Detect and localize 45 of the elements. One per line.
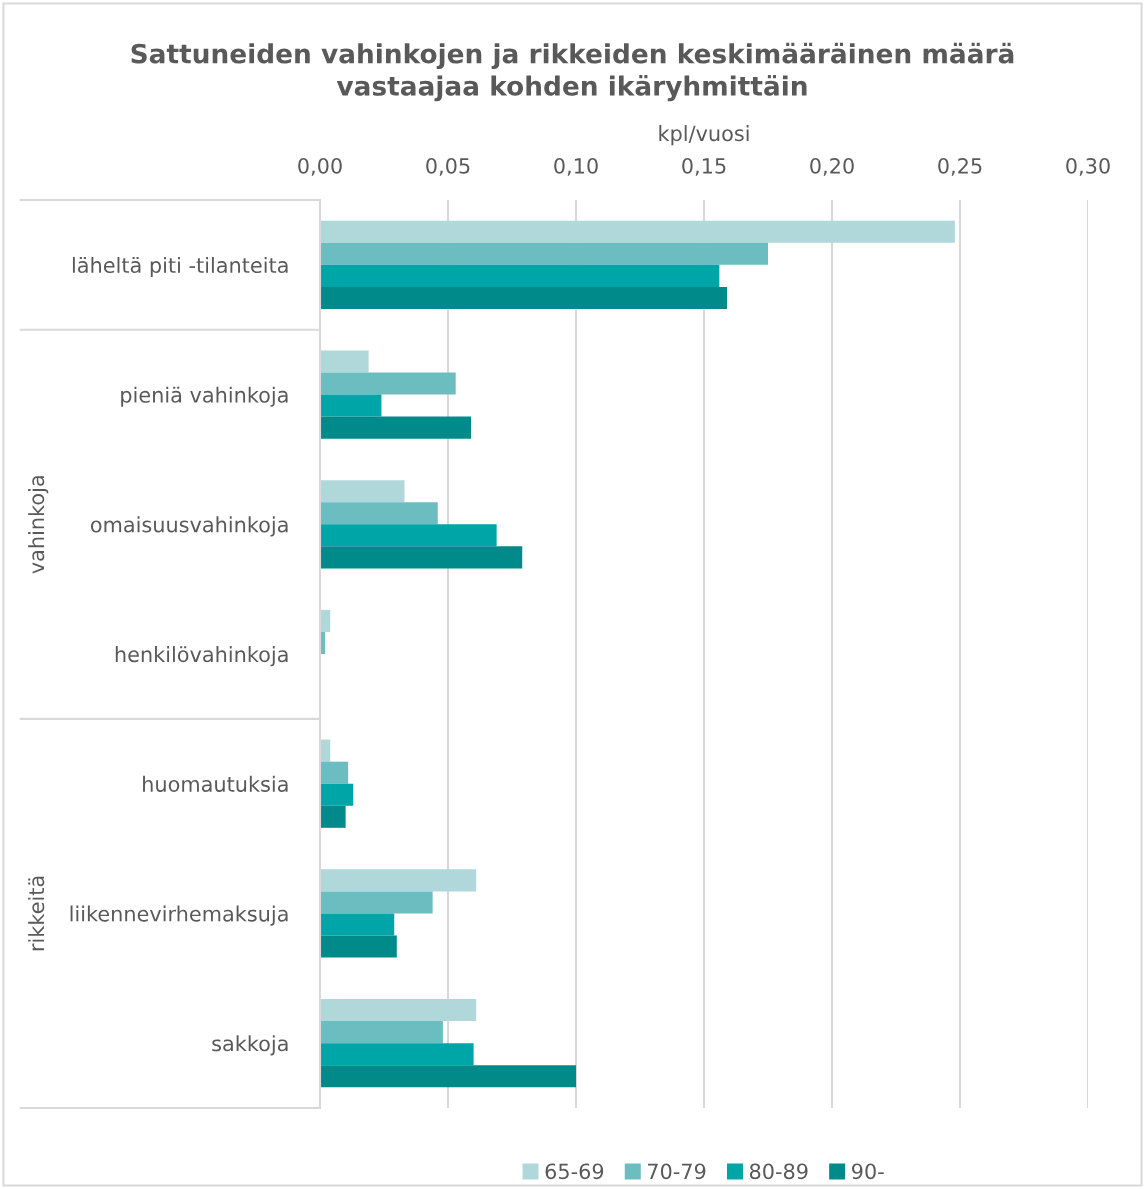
x-tick-label: 0,30 (1066, 157, 1110, 176)
y-tick-label: läheltä piti -tilanteita (72, 256, 288, 278)
x-tick-label: 0,00 (298, 157, 342, 176)
bar (320, 220, 955, 243)
bar (320, 783, 354, 806)
x-tick-label: 0,25 (938, 157, 982, 176)
bar (320, 242, 768, 265)
bar (320, 350, 369, 373)
text: rikkeitä (28, 876, 45, 951)
bar (320, 913, 395, 936)
bar (320, 1043, 474, 1066)
bar (320, 935, 397, 958)
bar (320, 480, 405, 503)
x-axis-title: kpl/vuosi (659, 125, 749, 146)
bar (320, 394, 382, 417)
bar (320, 1021, 443, 1044)
bar (320, 805, 346, 828)
y-tick-label: liikennevirhemaksuja (70, 905, 288, 926)
legend-label: 70-79 (648, 1163, 706, 1180)
bar (320, 761, 349, 784)
legend-label: 80-89 (749, 1163, 808, 1180)
y-tick-label: henkilövahinkoja (115, 646, 288, 667)
bar (320, 286, 728, 309)
legend-label: 65-69 (545, 1163, 604, 1180)
bar (320, 546, 523, 569)
bar (320, 999, 477, 1022)
legend-label: 90- (852, 1163, 884, 1180)
y-tick-label: sakkoja (212, 1035, 288, 1056)
text: vahinkoja (28, 476, 49, 574)
bar (320, 1065, 576, 1088)
x-tick-label: 0,05 (426, 157, 470, 176)
bar (320, 372, 456, 395)
bar (320, 502, 438, 525)
x-tick-label: 0,15 (682, 157, 726, 176)
bar (320, 869, 477, 892)
x-tick-label: 0,20 (810, 157, 854, 176)
chart-title: Sattuneiden vahinkojen ja rikkeiden keskimääräinen määrä vastaajaa kohden ikäryhmittäin (131, 42, 1014, 102)
y-tick-label: pieniä vahinkoja (121, 386, 288, 407)
bar (320, 416, 472, 439)
bar (320, 891, 433, 914)
x-tick-label: 0,10 (554, 157, 598, 176)
y-tick-label: huomautuksia (143, 775, 288, 792)
bar (320, 264, 720, 287)
bar (320, 524, 497, 547)
y-tick-label: omaisuusvahinkoja (90, 516, 288, 537)
